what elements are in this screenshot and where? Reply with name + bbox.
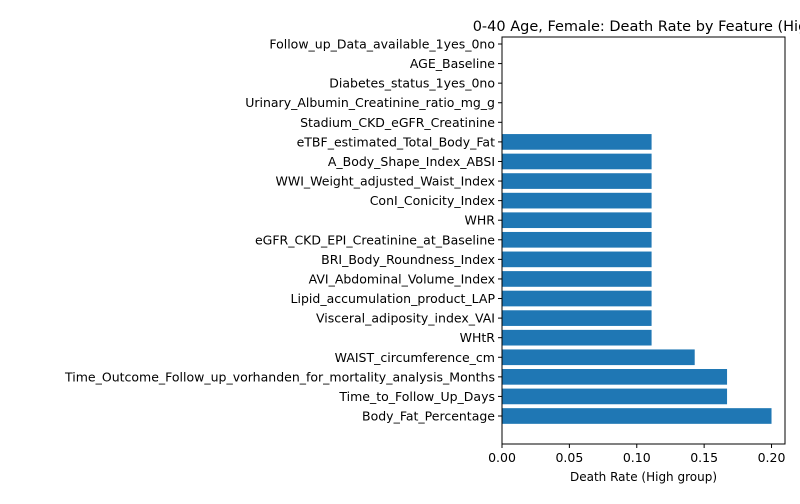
bar: [502, 329, 652, 346]
bar: [502, 192, 652, 209]
y-tick-label: Time_to_Follow_Up_Days: [338, 389, 495, 404]
plot-frame: [501, 36, 786, 445]
bars-group: [502, 134, 772, 424]
y-tick-label: Visceral_adiposity_index_VAI: [316, 311, 495, 326]
bar: [502, 388, 728, 405]
y-tick-label: ConI_Conicity_Index: [370, 193, 495, 208]
bar: [502, 369, 728, 385]
x-tick-label: 0.05: [555, 450, 583, 465]
bar: [502, 134, 652, 150]
y-tick-label: AGE_Baseline: [410, 56, 495, 71]
y-tick-label: WHR: [465, 213, 496, 228]
y-tick-label: WHtR: [460, 330, 496, 345]
y-tick-label: Stadium_CKD_eGFR_Creatinine: [300, 115, 495, 130]
bar: [502, 251, 652, 268]
x-tick-label: 0.00: [488, 450, 516, 465]
x-tick-label: 0.20: [758, 450, 786, 465]
y-tick-label: Lipid_accumulation_product_LAP: [291, 291, 496, 306]
y-tick-label: A_Body_Shape_Index_ABSI: [328, 154, 495, 169]
y-tick-label: eTBF_estimated_Total_Body_Fat: [297, 134, 495, 149]
bar: [502, 173, 652, 189]
x-tick-label: 0.15: [690, 450, 718, 465]
y-axis: Follow_up_Data_available_1yes_0no AGE_Bas…: [64, 37, 502, 424]
x-tick-label: 0.10: [623, 450, 651, 465]
bar: [502, 231, 652, 248]
y-tick-label: AVI_Abdominal_Volume_Index: [309, 271, 495, 286]
y-tick-label: Time_Outcome_Follow_up_vorhanden_for_mor…: [64, 369, 495, 384]
x-axis: 0.00 0.05 0.10 0.15 0.20: [488, 444, 785, 465]
y-tick-label: eGFR_CKD_EPI_Creatinine_at_Baseline: [255, 232, 495, 247]
y-tick-label: BRI_Body_Roundness_Index: [321, 252, 495, 267]
chart-title: 0-40 Age, Female: Death Rate by Feature …: [473, 19, 800, 35]
bar: [502, 271, 652, 287]
y-tick-label: Diabetes_status_1yes_0no: [329, 76, 495, 91]
bar: [502, 310, 652, 326]
bar: [502, 153, 652, 170]
y-tick-label: Body_Fat_Percentage: [362, 409, 495, 424]
bar: [502, 290, 652, 307]
y-tick-label: Urinary_Albumin_Creatinine_ratio_mg_g: [245, 95, 495, 110]
y-tick-label: WAIST_circumference_cm: [335, 350, 495, 365]
bar: [502, 408, 772, 424]
bar: [502, 212, 652, 229]
x-axis-label: Death Rate (High group): [570, 470, 717, 484]
bar: [502, 349, 695, 366]
y-tick-label: WWI_Weight_adjusted_Waist_Index: [275, 174, 495, 189]
y-tick-label: Follow_up_Data_available_1yes_0no: [269, 37, 495, 52]
